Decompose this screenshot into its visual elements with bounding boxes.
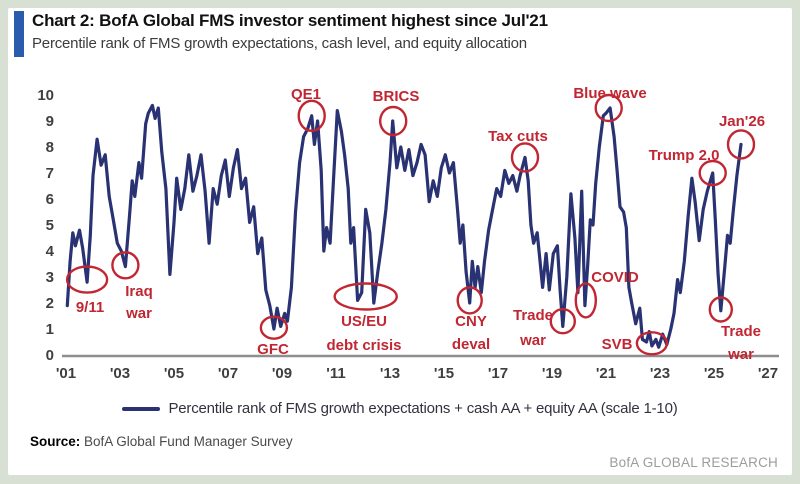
x-tick-label: '15: [434, 365, 454, 382]
annotation-label: COVID: [591, 269, 639, 286]
annotation-circle: [333, 282, 398, 311]
x-tick-label: '21: [596, 365, 616, 382]
annotation-label: Trump 2.0: [649, 147, 720, 164]
x-tick-label: '23: [650, 365, 670, 382]
x-tick-label: '17: [488, 365, 508, 382]
x-tick-label: '07: [218, 365, 238, 382]
y-tick-label: 8: [46, 139, 54, 156]
brand-mark: BofA GLOBAL RESEARCH: [609, 455, 778, 470]
annotation-label: SVB: [602, 336, 633, 353]
annotation-circle: [549, 308, 576, 335]
annotation-label: Tax cuts: [488, 128, 548, 145]
x-tick-label: '09: [272, 365, 292, 382]
legend-label: Percentile rank of FMS growth expectatio…: [168, 400, 678, 417]
y-tick-label: 4: [46, 243, 55, 260]
y-tick-label: 7: [46, 165, 54, 182]
annotation-label: GFC: [257, 341, 289, 358]
annotation-circle: [456, 286, 483, 315]
annotation-circle: [259, 315, 289, 340]
y-tick-label: 2: [46, 295, 54, 312]
annotation-circle: [297, 99, 326, 133]
annotation-label: war: [727, 346, 754, 363]
source-text: BofA Global Fund Manager Survey: [80, 434, 293, 449]
source-label: Source:: [30, 434, 81, 449]
annotation-circle: [635, 331, 669, 356]
legend-line-swatch: [122, 406, 161, 411]
y-tick-label: 1: [46, 321, 54, 338]
sentiment-line: [65, 103, 743, 349]
annotation-label: Trade: [513, 307, 553, 324]
annotation-label: war: [125, 305, 152, 322]
annotation-circle: [510, 142, 540, 173]
y-tick-label: 10: [37, 87, 54, 104]
x-tick-label: '19: [542, 365, 562, 382]
annotation-circle: [65, 265, 109, 294]
annotation-label: Blue wave: [573, 85, 646, 102]
chart-subtitle: Percentile rank of FMS growth expectatio…: [32, 35, 527, 52]
source-note: Source: BofA Global Fund Manager Survey: [30, 434, 293, 449]
annotation-label: debt crisis: [326, 337, 401, 354]
annotation-label: Jan'26: [719, 113, 765, 130]
y-tick-label: 0: [46, 347, 54, 364]
annotation-label: CNY: [455, 313, 487, 330]
annotation-circle: [726, 129, 756, 160]
chart-title: Chart 2: BofA Global FMS investor sentim…: [32, 11, 548, 30]
x-tick-label: '03: [110, 365, 130, 382]
y-tick-label: 6: [46, 191, 54, 208]
annotation-label: BRICS: [373, 88, 420, 105]
annotation-circle: [574, 282, 597, 319]
annotation-label: 9/11: [76, 299, 104, 316]
title-accent-bar: [14, 11, 24, 57]
x-tick-label: '11: [326, 365, 345, 382]
annotation-label: war: [519, 332, 546, 349]
annotation-label: deval: [452, 336, 490, 353]
x-tick-label: '13: [380, 365, 400, 382]
annotation-circle: [379, 105, 408, 137]
x-tick-label: '05: [164, 365, 184, 382]
annotation-circle: [698, 159, 727, 187]
annotation-label: QE1: [291, 86, 321, 103]
legend: Percentile rank of FMS growth expectatio…: [0, 400, 800, 417]
annotation-label: US/EU: [341, 313, 387, 330]
annotation-circle: [111, 251, 140, 280]
annotation-label: Trade: [721, 323, 761, 340]
x-tick-label: '01: [56, 365, 76, 382]
chart-card: [8, 8, 792, 475]
x-tick-label: '25: [704, 365, 724, 382]
x-tick-label: '27: [758, 365, 778, 382]
annotation-circle: [594, 93, 623, 123]
y-tick-label: 3: [46, 269, 54, 286]
y-tick-label: 5: [46, 217, 54, 234]
annotation-label: Iraq: [125, 283, 153, 300]
annotation-circle: [708, 296, 733, 323]
y-tick-label: 9: [46, 113, 54, 130]
